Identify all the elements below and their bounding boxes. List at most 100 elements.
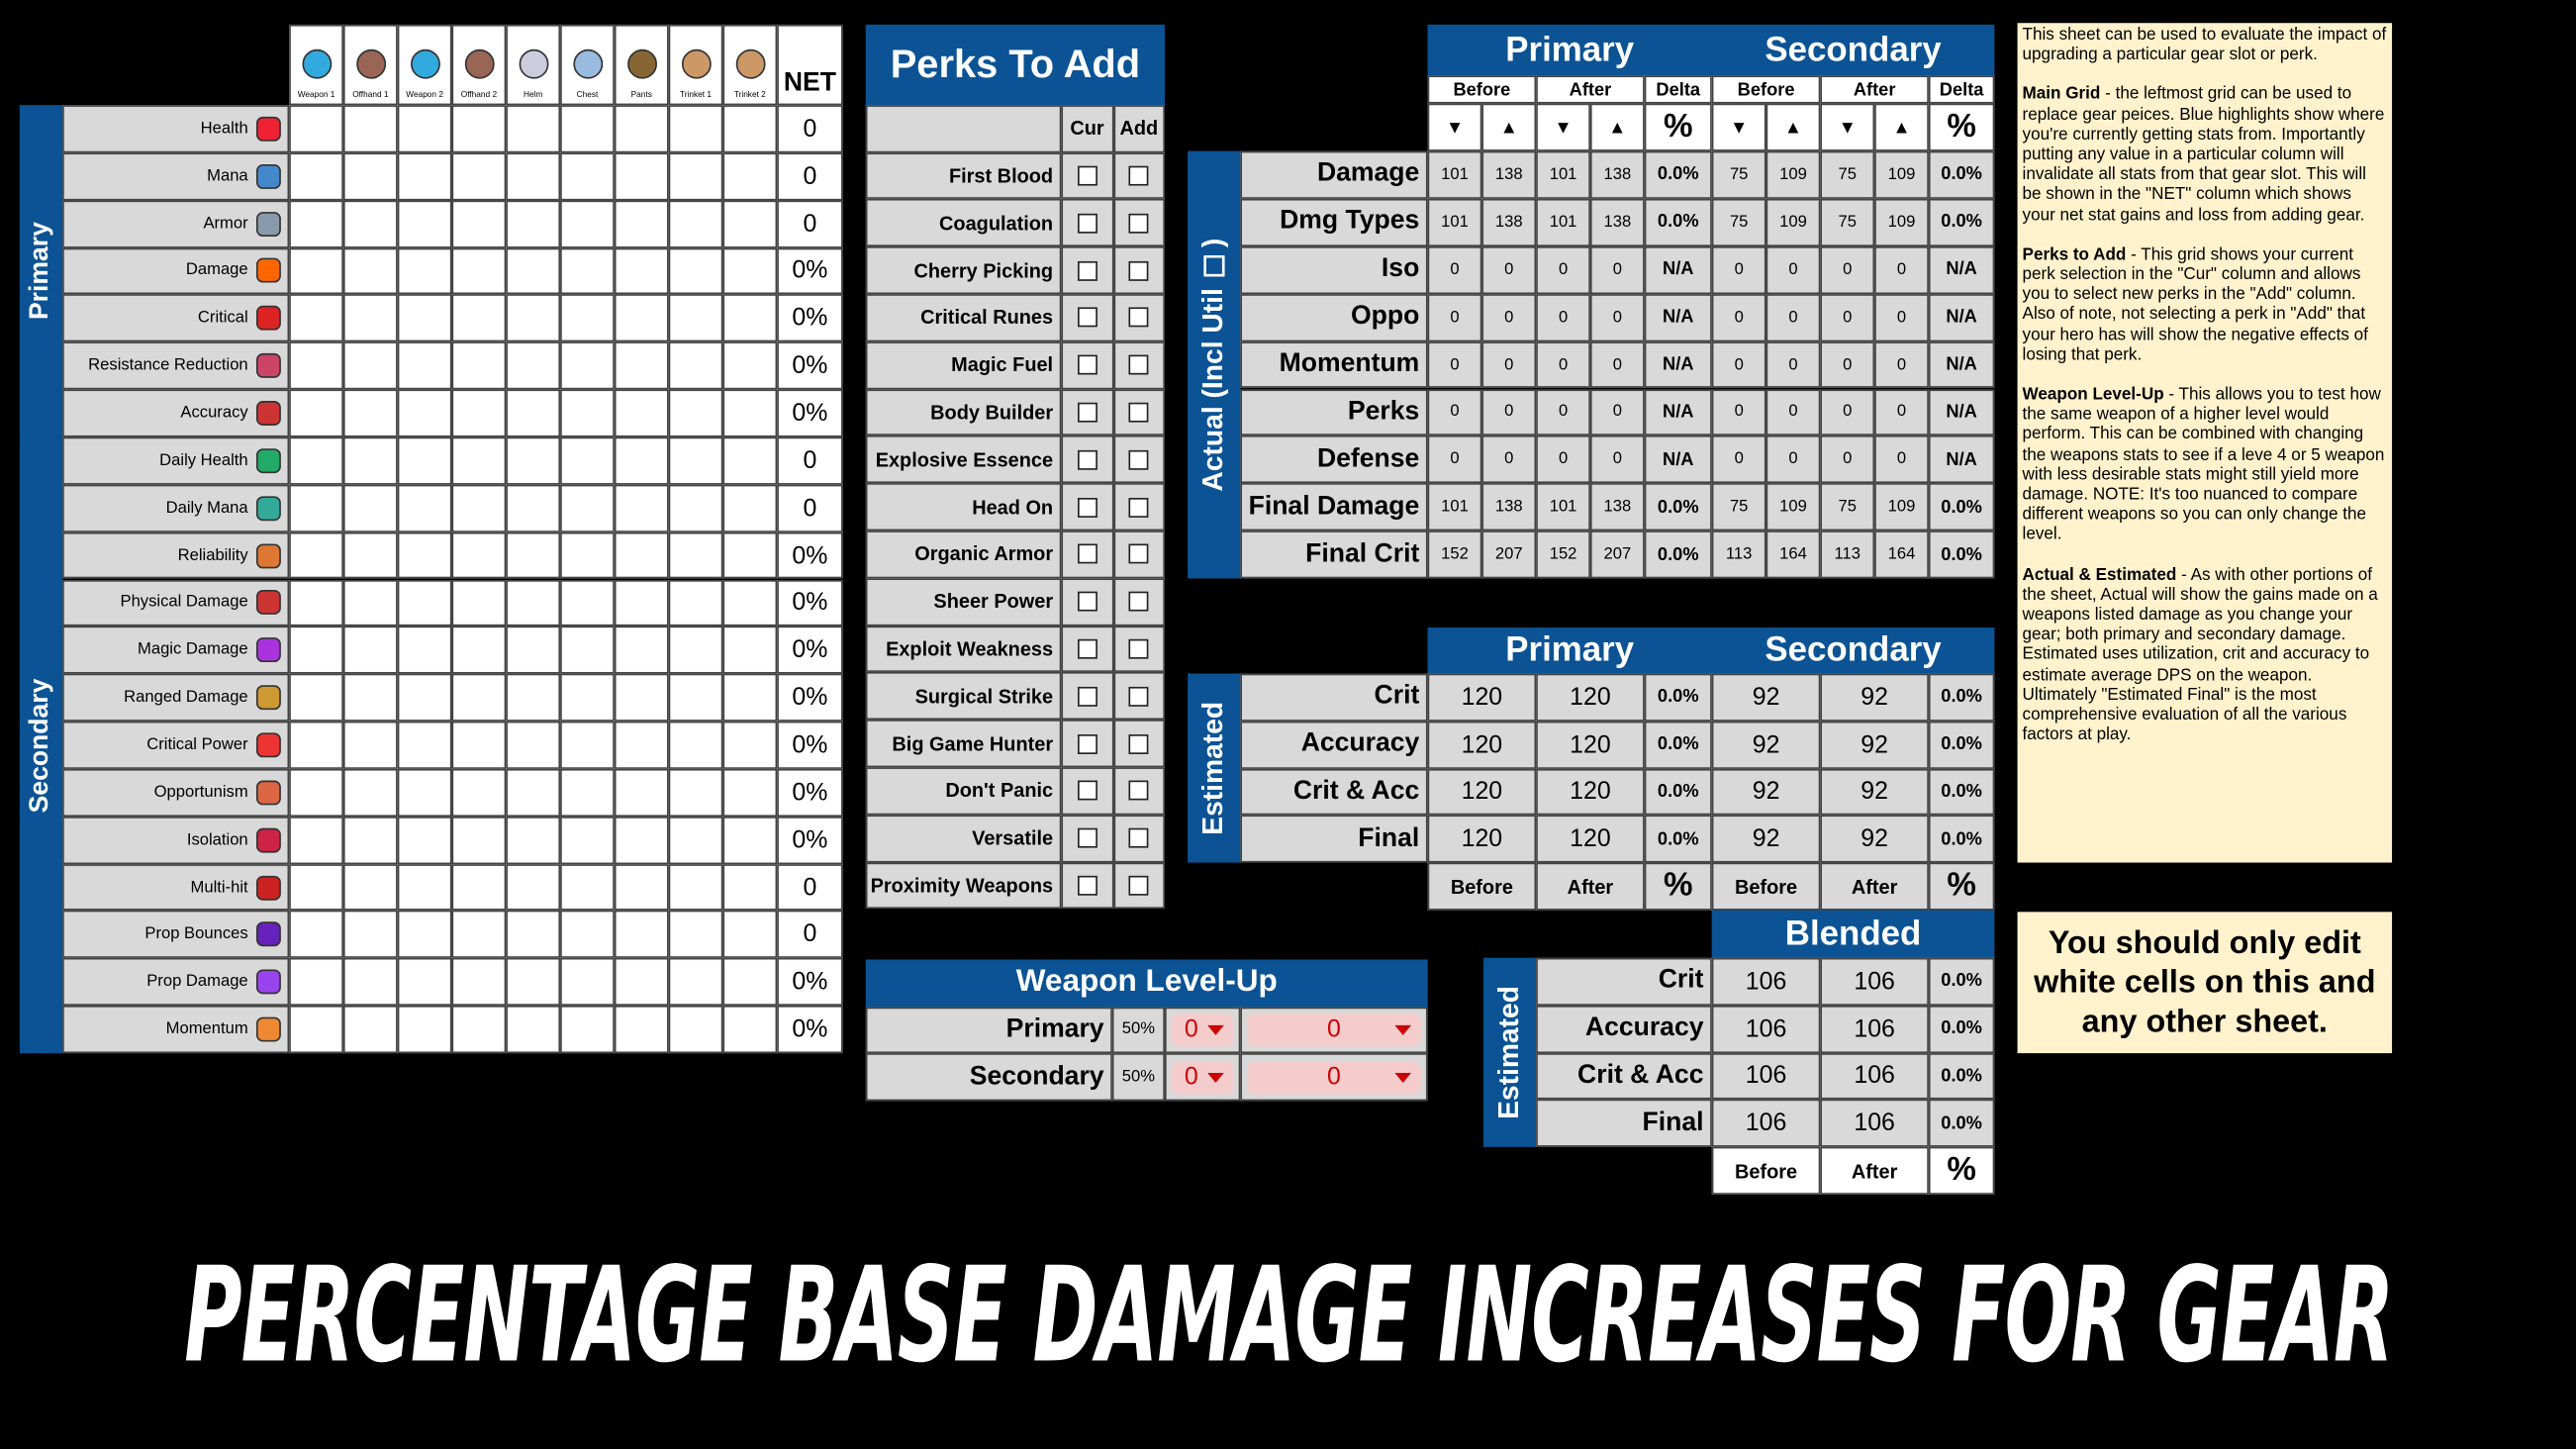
input-cell[interactable]	[668, 531, 723, 580]
input-cell[interactable]	[342, 1006, 398, 1054]
input-cell[interactable]	[614, 863, 669, 912]
input-cell[interactable]	[289, 579, 343, 628]
input-cell[interactable]	[342, 294, 398, 342]
input-cell[interactable]	[342, 863, 398, 912]
input-cell[interactable]	[506, 389, 561, 437]
input-cell[interactable]	[614, 958, 669, 1007]
checkbox[interactable]	[1128, 827, 1149, 848]
input-cell[interactable]	[451, 958, 507, 1007]
checkbox[interactable]	[1128, 497, 1149, 518]
input-cell[interactable]	[397, 105, 452, 153]
checkbox[interactable]	[1128, 781, 1149, 802]
input-cell[interactable]	[342, 768, 398, 817]
input-cell[interactable]	[342, 389, 398, 437]
input-cell[interactable]	[614, 200, 669, 247]
input-cell[interactable]	[342, 246, 398, 295]
input-cell[interactable]	[397, 673, 452, 722]
checkbox[interactable]	[1128, 308, 1149, 329]
checkbox[interactable]	[1128, 591, 1149, 612]
input-cell[interactable]	[289, 294, 343, 342]
input-cell[interactable]	[451, 105, 507, 153]
input-cell[interactable]	[451, 579, 507, 628]
input-cell[interactable]	[451, 484, 507, 532]
dropdown[interactable]: 0	[1246, 1014, 1421, 1047]
dropdown[interactable]: 0	[1246, 1060, 1421, 1095]
input-cell[interactable]	[722, 389, 778, 437]
input-cell[interactable]	[289, 200, 343, 247]
input-cell[interactable]	[614, 294, 669, 342]
input-cell[interactable]	[506, 341, 561, 390]
input-cell[interactable]	[506, 152, 561, 201]
input-cell[interactable]	[668, 152, 723, 201]
input-cell[interactable]	[560, 246, 615, 295]
input-cell[interactable]	[722, 341, 778, 390]
input-cell[interactable]	[722, 579, 778, 628]
input-cell[interactable]	[342, 484, 398, 532]
input-cell[interactable]	[506, 531, 561, 580]
input-cell[interactable]	[668, 911, 723, 959]
input-cell[interactable]	[451, 911, 507, 959]
input-cell[interactable]	[342, 816, 398, 864]
checkbox[interactable]	[1128, 354, 1149, 375]
checkbox[interactable]	[1128, 449, 1149, 470]
input-cell[interactable]	[668, 105, 723, 153]
input-cell[interactable]	[289, 816, 343, 864]
input-cell[interactable]	[397, 1006, 452, 1054]
input-cell[interactable]	[342, 152, 398, 201]
checkbox[interactable]	[1128, 638, 1149, 659]
sort-button[interactable]: %	[1928, 103, 1995, 151]
input-cell[interactable]	[289, 105, 343, 153]
input-cell[interactable]	[614, 389, 669, 437]
input-cell[interactable]	[289, 721, 343, 769]
input-cell[interactable]	[614, 673, 669, 722]
input-cell[interactable]	[342, 911, 398, 959]
input-cell[interactable]	[560, 958, 615, 1007]
input-cell[interactable]	[614, 341, 669, 390]
input-cell[interactable]	[397, 721, 452, 769]
input-cell[interactable]	[397, 341, 452, 390]
input-cell[interactable]	[289, 958, 343, 1007]
input-cell[interactable]	[614, 816, 669, 864]
input-cell[interactable]	[451, 673, 507, 722]
input-cell[interactable]	[722, 627, 778, 674]
input-cell[interactable]	[560, 436, 615, 485]
checkbox[interactable]	[1128, 165, 1149, 186]
checkbox[interactable]	[1128, 213, 1149, 234]
input-cell[interactable]	[722, 1006, 778, 1054]
input-cell[interactable]	[451, 863, 507, 912]
input-cell[interactable]	[722, 673, 778, 722]
input-cell[interactable]	[506, 200, 561, 247]
input-cell[interactable]	[289, 531, 343, 580]
input-cell[interactable]	[451, 627, 507, 674]
input-cell[interactable]	[668, 341, 723, 390]
input-cell[interactable]	[668, 389, 723, 437]
input-cell[interactable]	[397, 863, 452, 912]
input-cell[interactable]	[506, 579, 561, 628]
input-cell[interactable]	[560, 294, 615, 342]
input-cell[interactable]	[560, 531, 615, 580]
input-cell[interactable]	[560, 1006, 615, 1054]
checkbox[interactable]	[1128, 260, 1149, 281]
input-cell[interactable]	[289, 484, 343, 532]
input-cell[interactable]	[289, 863, 343, 912]
input-cell[interactable]	[722, 816, 778, 864]
input-cell[interactable]	[614, 1006, 669, 1054]
input-cell[interactable]	[397, 200, 452, 247]
input-cell[interactable]	[722, 531, 778, 580]
input-cell[interactable]	[614, 152, 669, 201]
input-cell[interactable]	[397, 816, 452, 864]
input-cell[interactable]	[560, 341, 615, 390]
input-cell[interactable]	[722, 436, 778, 485]
input-cell[interactable]	[668, 863, 723, 912]
input-cell[interactable]	[560, 721, 615, 769]
input-cell[interactable]	[560, 768, 615, 817]
input-cell[interactable]	[289, 152, 343, 201]
input-cell[interactable]	[451, 721, 507, 769]
input-cell[interactable]	[560, 816, 615, 864]
sort-button[interactable]: ▼	[1820, 103, 1875, 151]
input-cell[interactable]	[342, 341, 398, 390]
input-cell[interactable]	[614, 484, 669, 532]
input-cell[interactable]	[722, 911, 778, 959]
input-cell[interactable]	[451, 152, 507, 201]
input-cell[interactable]	[342, 958, 398, 1007]
